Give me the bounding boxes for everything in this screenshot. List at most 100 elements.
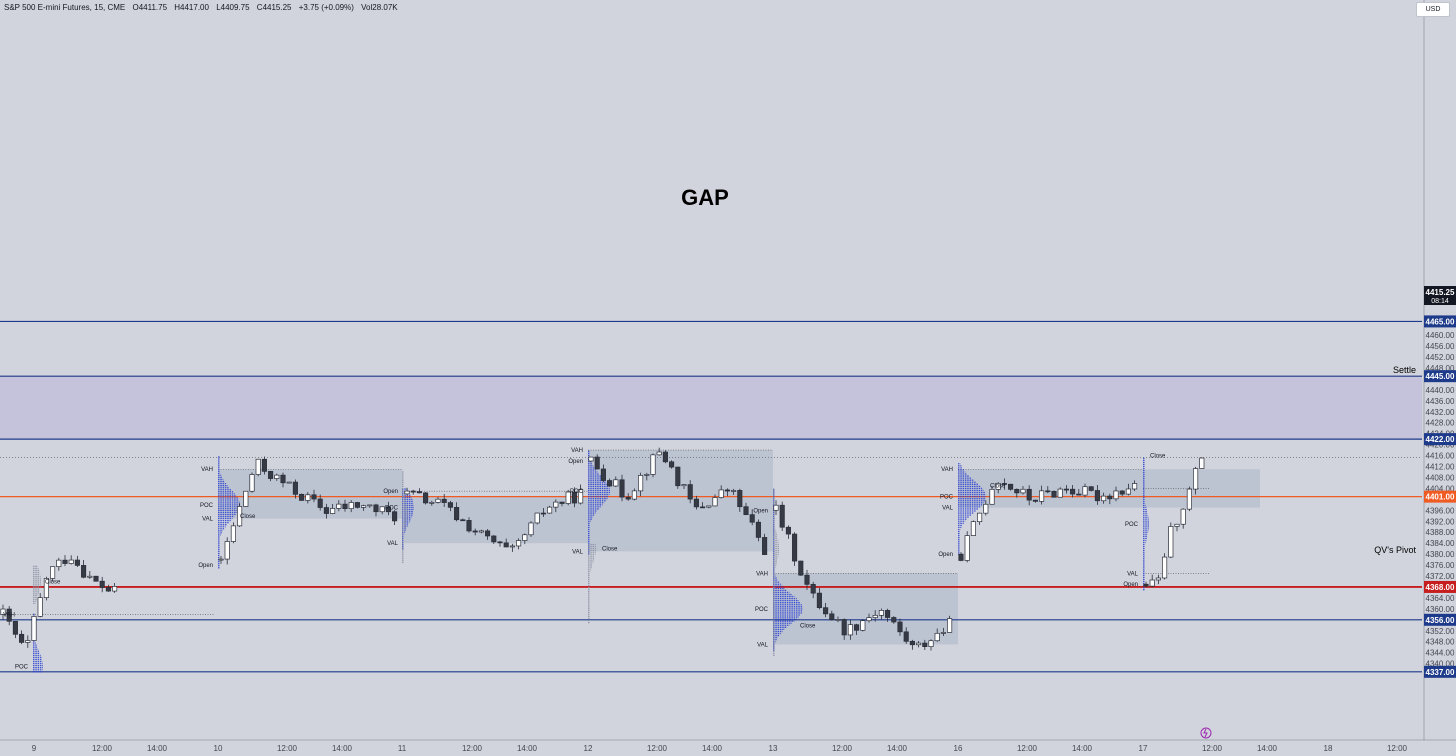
candle-body[interactable] <box>540 512 546 515</box>
candle-body[interactable] <box>940 632 946 634</box>
candle-body[interactable] <box>928 640 934 647</box>
candle-body[interactable] <box>922 642 928 647</box>
candle-body[interactable] <box>909 640 915 646</box>
candle-body[interactable] <box>491 535 497 543</box>
candle-body[interactable] <box>773 504 779 511</box>
candle-body[interactable] <box>594 456 600 470</box>
candle-body[interactable] <box>681 484 687 487</box>
candle-body[interactable] <box>12 620 18 635</box>
candle-body[interactable] <box>700 506 706 509</box>
candle-body[interactable] <box>687 484 693 500</box>
candle-body[interactable] <box>619 479 625 498</box>
candle-body[interactable] <box>478 530 484 533</box>
replay-icon[interactable] <box>1200 727 1212 739</box>
candle-body[interactable] <box>410 490 416 493</box>
candle-body[interactable] <box>650 454 656 475</box>
candle-body[interactable] <box>1032 499 1038 502</box>
candle-body[interactable] <box>37 597 43 617</box>
candle-body[interactable] <box>866 617 872 622</box>
candle-body[interactable] <box>534 512 540 524</box>
candle-body[interactable] <box>885 610 891 618</box>
candle-body[interactable] <box>958 553 964 561</box>
candle-body[interactable] <box>792 533 798 562</box>
candle-body[interactable] <box>404 490 410 495</box>
candle-body[interactable] <box>230 525 236 542</box>
candle-body[interactable] <box>823 607 829 615</box>
candle-body[interactable] <box>1101 495 1107 502</box>
candle-body[interactable] <box>249 474 255 492</box>
candle-body[interactable] <box>1199 457 1205 469</box>
candle-body[interactable] <box>50 566 56 579</box>
candle-body[interactable] <box>977 512 983 523</box>
candle-body[interactable] <box>1162 556 1168 579</box>
candle-body[interactable] <box>81 565 87 578</box>
candle-body[interactable] <box>891 617 897 623</box>
candle-body[interactable] <box>441 498 447 503</box>
candle-body[interactable] <box>466 520 472 532</box>
candle-body[interactable] <box>367 504 373 507</box>
candle-body[interactable] <box>379 506 385 513</box>
candle-body[interactable] <box>354 502 360 508</box>
candle-body[interactable] <box>1001 483 1007 485</box>
candle-body[interactable] <box>1014 488 1020 494</box>
candle-body[interactable] <box>392 511 398 522</box>
candle-body[interactable] <box>1143 583 1149 587</box>
candle-body[interactable] <box>1008 483 1014 490</box>
candle-body[interactable] <box>785 526 791 535</box>
candle-body[interactable] <box>779 504 785 528</box>
candle-body[interactable] <box>503 542 509 548</box>
candle-body[interactable] <box>286 481 292 484</box>
candle-body[interactable] <box>731 490 737 492</box>
candle-body[interactable] <box>1045 490 1051 493</box>
candle-body[interactable] <box>299 493 305 501</box>
candle-body[interactable] <box>509 545 515 548</box>
candle-body[interactable] <box>553 501 559 508</box>
candle-body[interactable] <box>348 502 354 509</box>
candle-body[interactable] <box>798 560 804 576</box>
candle-body[interactable] <box>835 619 841 621</box>
time-axis[interactable] <box>0 740 1456 756</box>
candle-body[interactable] <box>644 474 650 476</box>
candle-body[interactable] <box>218 558 224 561</box>
candle-body[interactable] <box>43 578 49 598</box>
candle-body[interactable] <box>1039 490 1045 502</box>
candle-body[interactable] <box>743 506 749 515</box>
candle-body[interactable] <box>588 456 594 462</box>
candle-body[interactable] <box>416 491 422 494</box>
candle-body[interactable] <box>1026 488 1032 501</box>
candle-body[interactable] <box>804 574 810 585</box>
candle-body[interactable] <box>625 496 631 500</box>
candle-body[interactable] <box>578 489 584 504</box>
candle-body[interactable] <box>847 624 853 636</box>
candle-body[interactable] <box>878 610 884 616</box>
candle-body[interactable] <box>662 451 668 463</box>
candle-body[interactable] <box>762 537 768 555</box>
candle-body[interactable] <box>472 530 478 533</box>
candle-body[interactable] <box>99 580 105 588</box>
candle-body[interactable] <box>860 620 866 631</box>
candle-body[interactable] <box>1168 526 1174 558</box>
candle-body[interactable] <box>897 621 903 633</box>
candle-body[interactable] <box>1107 495 1113 500</box>
candle-body[interactable] <box>485 530 491 537</box>
candle-body[interactable] <box>1119 490 1125 495</box>
candle-body[interactable] <box>224 541 230 560</box>
candle-body[interactable] <box>522 534 528 541</box>
candle-body[interactable] <box>373 504 379 513</box>
candle-body[interactable] <box>706 505 712 508</box>
candle-body[interactable] <box>274 474 280 479</box>
candle-body[interactable] <box>1082 486 1088 496</box>
candle-body[interactable] <box>93 575 99 582</box>
candle-body[interactable] <box>268 471 274 479</box>
candle-body[interactable] <box>1051 491 1057 498</box>
candle-body[interactable] <box>737 490 743 508</box>
candle-body[interactable] <box>1076 493 1082 496</box>
candle-body[interactable] <box>19 633 25 643</box>
candle-body[interactable] <box>528 522 534 536</box>
candle-body[interactable] <box>317 498 323 508</box>
currency-button[interactable]: USD <box>1416 2 1450 17</box>
candle-body[interactable] <box>385 506 391 513</box>
candle-body[interactable] <box>559 501 565 504</box>
candle-body[interactable] <box>429 502 435 504</box>
